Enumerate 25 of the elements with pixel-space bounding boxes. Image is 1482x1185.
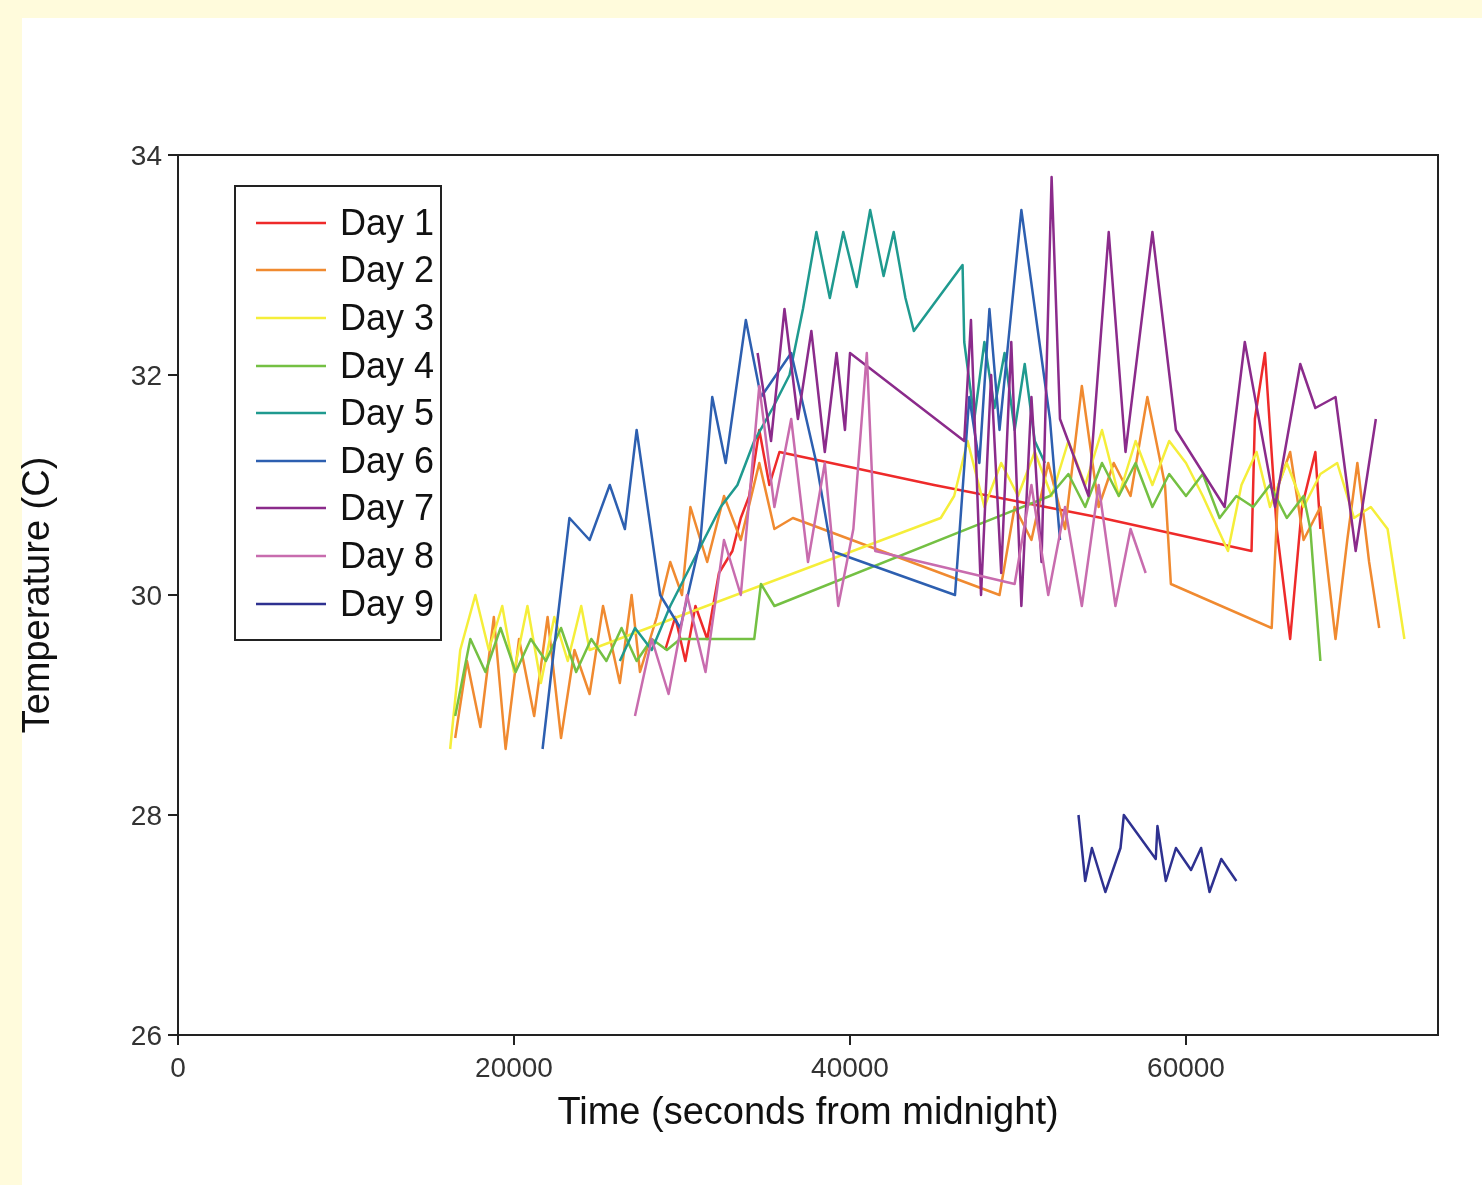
legend-label: Day 4 [340, 344, 435, 387]
line-series [633, 351, 1147, 718]
x-tick-label: 60000 [1147, 1051, 1225, 1083]
legend-label: Day 8 [340, 534, 435, 577]
y-tick-label: 28 [130, 799, 162, 831]
y-tick-label: 30 [130, 579, 162, 611]
legend-label: Day 1 [340, 201, 435, 244]
x-axis-title: Time (seconds from midnight) [557, 1089, 1059, 1132]
legend-label: Day 5 [340, 392, 435, 435]
y-axis-title: Temperature (C) [15, 456, 58, 734]
line-series [1077, 813, 1238, 894]
legend-label: Day 6 [340, 439, 435, 482]
x-tick-label: 0 [170, 1051, 186, 1083]
x-tick-label: 40000 [811, 1051, 889, 1083]
line-series [453, 461, 1322, 718]
line-series [756, 175, 1378, 608]
x-tick-label: 20000 [475, 1051, 553, 1083]
line-series [541, 208, 1062, 751]
y-tick-label: 32 [130, 359, 162, 391]
y-tick-label: 34 [130, 139, 162, 171]
legend-label: Day 7 [340, 487, 435, 530]
legend-label: Day 2 [340, 249, 435, 292]
legend-label: Day 9 [340, 582, 435, 625]
y-tick-label: 26 [130, 1019, 162, 1051]
legend-label: Day 3 [340, 296, 435, 339]
